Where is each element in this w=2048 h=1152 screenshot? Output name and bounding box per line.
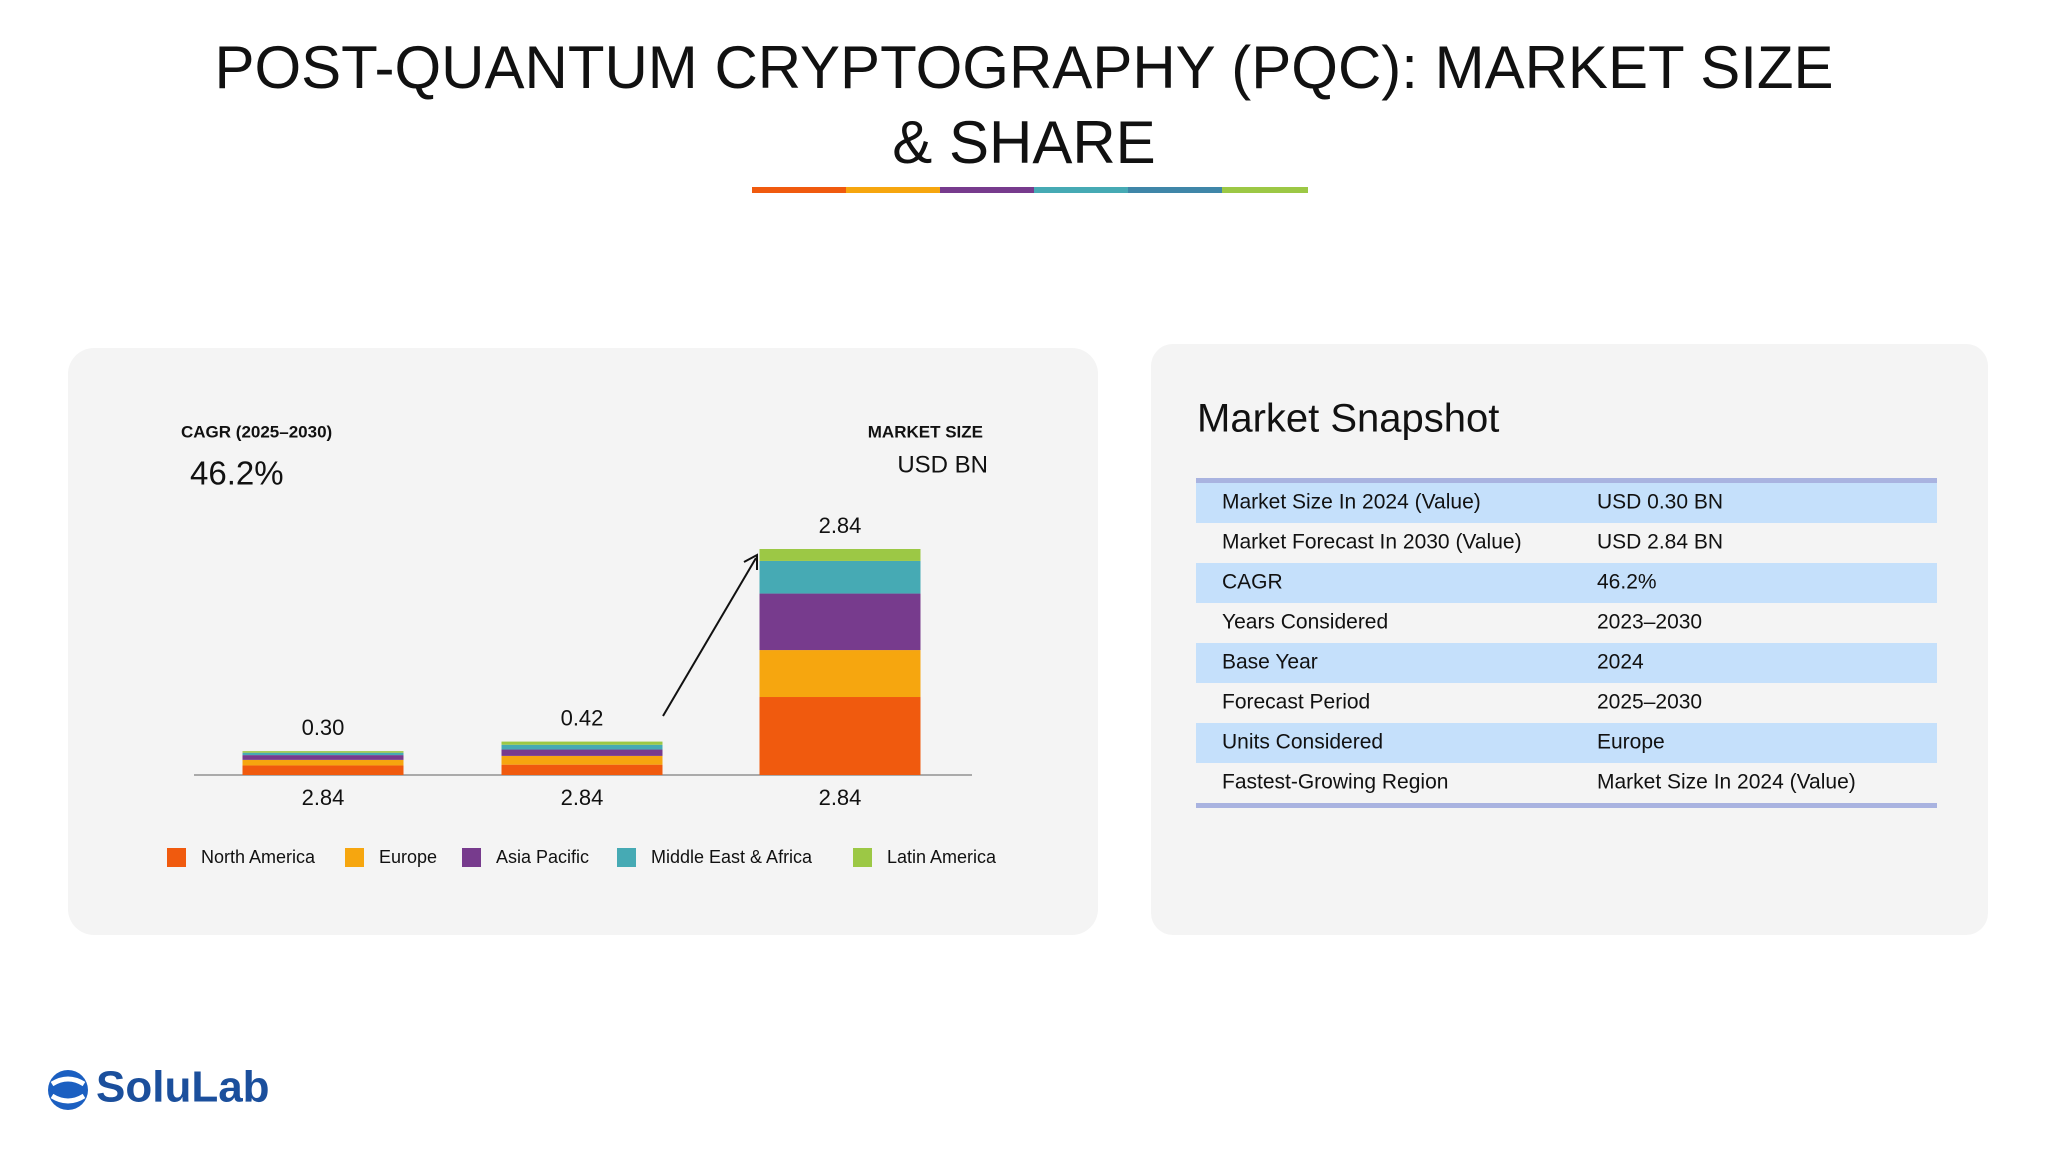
bar-segment <box>759 560 921 594</box>
table-row-band <box>1196 723 1937 763</box>
table-cell: CAGR <box>1222 571 1283 594</box>
x-tick-label: 2.84 <box>302 785 345 810</box>
market-size-label: MARKET SIZE <box>868 422 983 441</box>
logo: SoluLab <box>48 1063 270 1112</box>
growth-arrow <box>662 553 758 717</box>
title-line: POST-QUANTUM CRYPTOGRAPHY (PQC): MARKET … <box>214 34 1833 101</box>
underline-segment <box>940 187 1034 193</box>
bar-segment <box>759 650 921 698</box>
bar-segment <box>501 741 663 745</box>
table-cell: Market Forecast In 2030 (Value) <box>1222 531 1522 554</box>
legend-swatch <box>345 848 364 867</box>
total-label: 0.42 <box>561 705 604 730</box>
legend-label: Middle East & Africa <box>651 847 813 867</box>
bar-segment <box>501 755 663 765</box>
legend-swatch <box>167 848 186 867</box>
legend-swatch <box>853 848 872 867</box>
table-cell: Fastest-Growing Region <box>1222 771 1448 794</box>
legend-label: Latin America <box>887 847 997 867</box>
bar-segment <box>759 549 921 561</box>
chart-card <box>68 348 1098 935</box>
underline-segment <box>846 187 940 193</box>
table-cell: Years Considered <box>1222 611 1388 634</box>
bar-segment <box>501 764 663 775</box>
bar-segment <box>242 752 404 756</box>
table-bottom-border <box>1196 803 1937 808</box>
table-cell: Forecast Period <box>1222 691 1370 714</box>
snapshot-title: Market Snapshot <box>1197 397 1499 441</box>
table-cell: Market Size In 2024 (Value) <box>1222 491 1481 514</box>
legend-label: Asia Pacific <box>496 847 589 867</box>
bar-segment <box>501 749 663 756</box>
logo-icon <box>48 1070 88 1110</box>
underline-segment <box>752 187 846 193</box>
legend-swatch <box>617 848 636 867</box>
total-label: 2.84 <box>819 513 862 538</box>
table-top-border <box>1196 478 1937 483</box>
market-size-unit: USD BN <box>897 451 988 478</box>
table-cell: Europe <box>1597 731 1665 754</box>
x-tick-label: 2.84 <box>819 785 862 810</box>
table-row-band <box>1196 643 1937 683</box>
table-row-band <box>1196 563 1937 603</box>
bar-segment <box>242 759 404 766</box>
bar-segment <box>501 744 663 750</box>
legend-label: Europe <box>379 847 437 867</box>
table-cell: 2024 <box>1597 651 1644 674</box>
title-line: & SHARE <box>892 109 1155 176</box>
arrow-head <box>743 553 758 570</box>
table-cell: 2023–2030 <box>1597 611 1702 634</box>
arrow-line <box>662 557 757 717</box>
bar-segment <box>759 593 921 651</box>
table-cell: USD 0.30 BN <box>1597 491 1723 514</box>
bar-segment <box>759 697 921 775</box>
x-tick-label: 2.84 <box>561 785 604 810</box>
legend-label: North America <box>201 847 316 867</box>
underline-segment <box>1222 187 1308 193</box>
table-cell: USD 2.84 BN <box>1597 531 1723 554</box>
underline-segment <box>1034 187 1128 193</box>
table-cell: Units Considered <box>1222 731 1383 754</box>
bar-segment <box>242 765 404 775</box>
legend-swatch <box>462 848 481 867</box>
bar-segment <box>242 755 404 760</box>
table-row-band <box>1196 483 1937 523</box>
table-cell: Market Size In 2024 (Value) <box>1597 771 1856 794</box>
title-underline <box>752 187 1308 193</box>
logo-icon-mark <box>50 1076 86 1104</box>
cagr-label: CAGR (2025–2030) <box>181 422 332 441</box>
total-label: 0.30 <box>302 715 345 740</box>
bar-segment <box>242 751 404 753</box>
logo-text: SoluLab <box>96 1063 270 1112</box>
table-cell: Base Year <box>1222 651 1318 674</box>
table-cell: 46.2% <box>1597 571 1657 594</box>
table-cell: 2025–2030 <box>1597 691 1702 714</box>
cagr-value: 46.2% <box>190 455 284 492</box>
underline-segment <box>1128 187 1222 193</box>
